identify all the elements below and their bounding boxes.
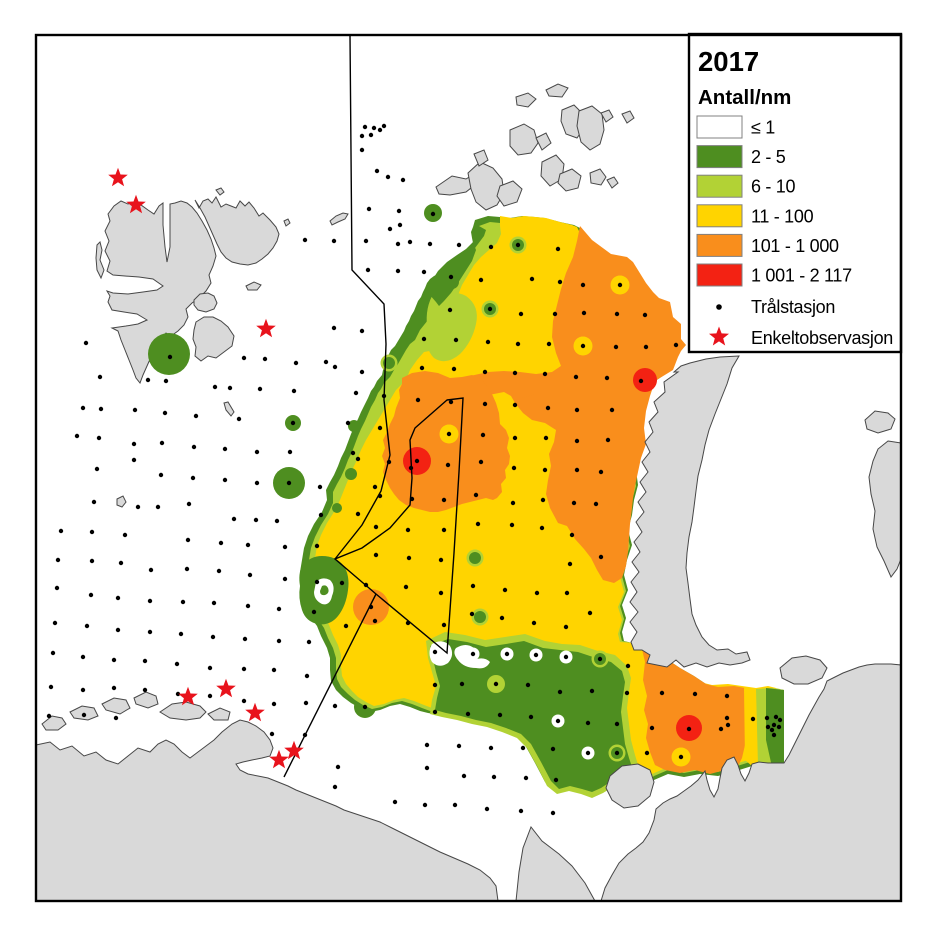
- svg-text:2 - 5: 2 - 5: [751, 147, 786, 167]
- svg-text:Trålstasjon: Trålstasjon: [751, 297, 835, 317]
- svg-text:1 001 - 2 117: 1 001 - 2 117: [751, 266, 852, 286]
- svg-text:6 - 10: 6 - 10: [751, 177, 796, 197]
- svg-text:11 - 100: 11 - 100: [751, 206, 814, 226]
- svg-text:2017: 2017: [698, 46, 759, 77]
- svg-text:Enkeltobservasjon: Enkeltobservasjon: [751, 328, 893, 348]
- svg-text:101 - 1 000: 101 - 1 000: [751, 236, 839, 256]
- svg-text:Antall/nm: Antall/nm: [698, 86, 791, 109]
- svg-text:≤ 1: ≤ 1: [751, 118, 775, 138]
